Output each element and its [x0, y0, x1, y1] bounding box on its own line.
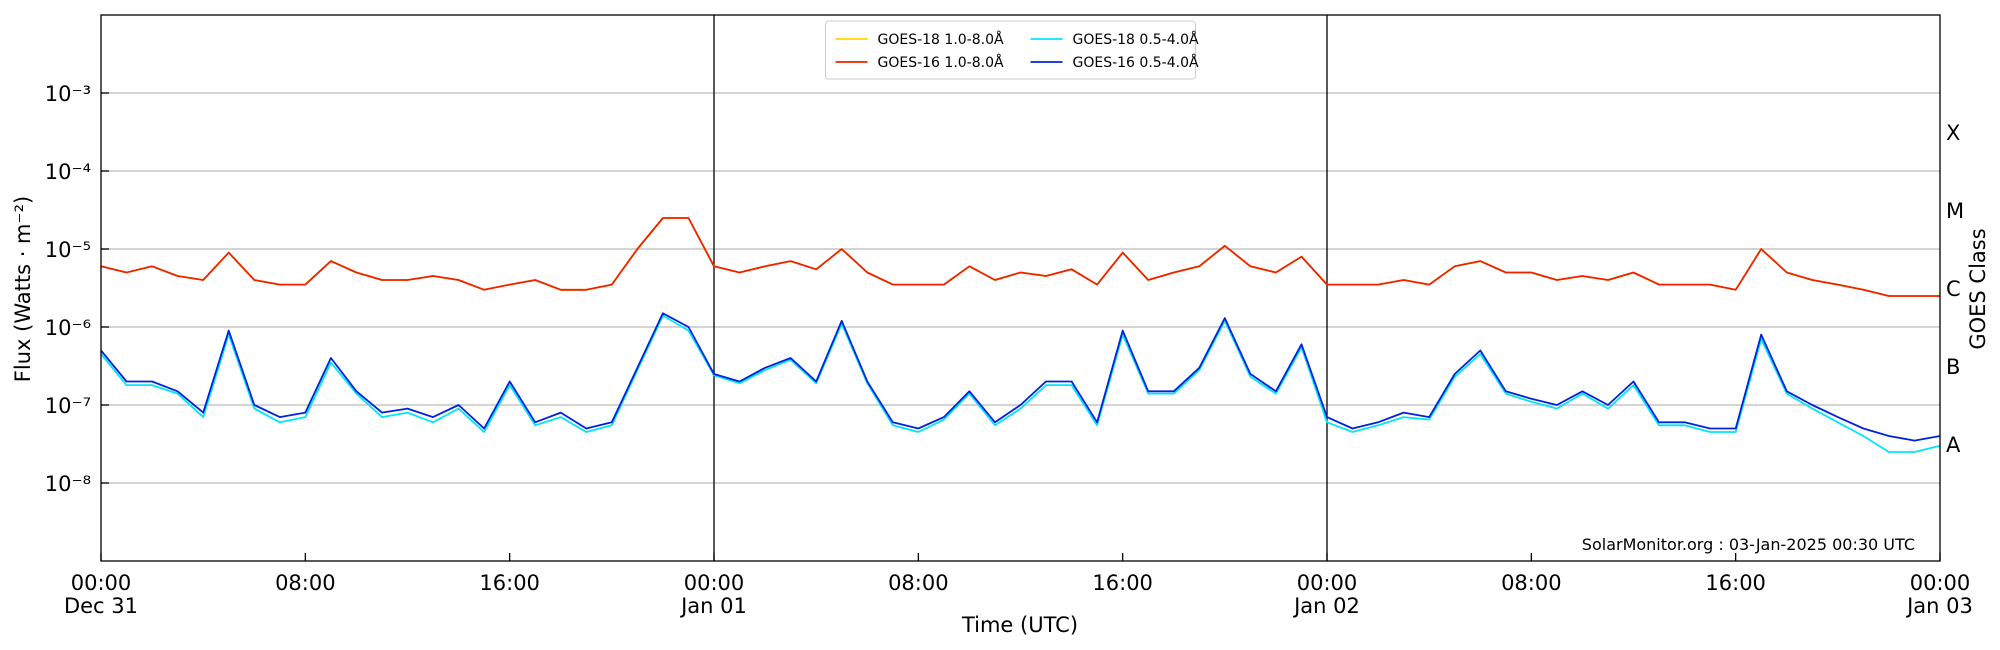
x-tick-label: 00:00 Dec 31	[64, 571, 138, 618]
series-line	[100, 217, 1940, 297]
y2-tick-label: A	[1946, 433, 1961, 457]
y2-tick-label: M	[1946, 199, 1964, 223]
y-tick-label: 10⁻⁷	[45, 394, 91, 418]
x-tick-label: 16:00	[1705, 571, 1766, 595]
y-tick-label: 10⁻⁵	[45, 238, 91, 262]
x-tick-label: 00:00 Jan 02	[1292, 571, 1360, 618]
x-tick-label: 00:00 Jan 01	[679, 571, 747, 618]
x-tick-label: 08:00	[275, 571, 336, 595]
y-tick-label: 10⁻⁶	[45, 316, 91, 340]
legend-label: GOES-16 0.5-4.0Å	[1073, 54, 1199, 71]
annotation: SolarMonitor.org : 03-Jan-2025 00:30 UTC	[1582, 535, 1915, 554]
legend-label: GOES-18 0.5-4.0Å	[1073, 31, 1199, 48]
x-tick-label: 16:00	[1092, 571, 1153, 595]
y2-tick-label: B	[1946, 355, 1960, 379]
plot-frame	[100, 14, 1941, 562]
y2-tick-label: C	[1946, 277, 1961, 301]
y-tick-label: 10⁻⁸	[45, 472, 91, 496]
y2-tick-label: X	[1946, 121, 1960, 145]
legend: GOES-18 1.0-8.0Å GOES-16 1.0-8.0Å GOES-18 …	[825, 20, 1199, 80]
series-line	[100, 312, 1941, 442]
y-tick-label: 10⁻⁴	[45, 160, 91, 184]
x-axis-label: Time (UTC)	[961, 613, 1078, 637]
y-tick-label: 10⁻³	[45, 82, 91, 106]
legend-label: GOES-16 1.0-8.0Å	[878, 54, 1004, 71]
x-tick-label: 00:00 Jan 03	[1905, 571, 1973, 618]
x-tick-label: 16:00	[479, 571, 540, 595]
x-tick-label: 08:00	[1501, 571, 1562, 595]
legend-box	[825, 20, 1196, 80]
legend-label: GOES-18 1.0-8.0Å	[878, 31, 1004, 48]
series-line	[100, 314, 1941, 453]
y2-axis-label: GOES Class	[1966, 228, 1990, 349]
x-tick-label: 08:00	[888, 571, 949, 595]
y-axis-label: Flux (Watts · m⁻²)	[11, 196, 35, 382]
